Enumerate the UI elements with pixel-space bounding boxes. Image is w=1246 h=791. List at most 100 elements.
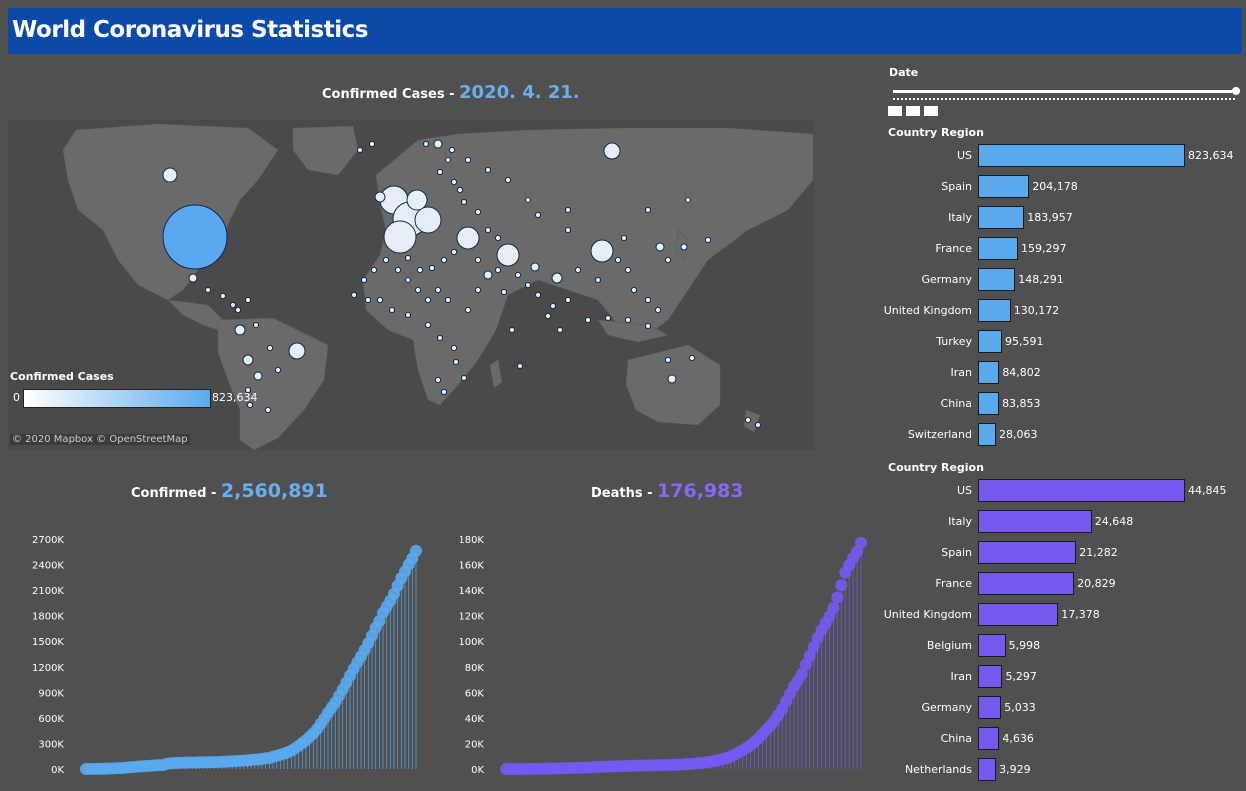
country-bubble[interactable] [688, 354, 696, 362]
country-bubble[interactable] [654, 306, 662, 314]
country-bubble[interactable] [744, 416, 752, 424]
country-bubble[interactable] [242, 354, 254, 366]
country-bubble[interactable] [564, 296, 572, 304]
country-bubble[interactable] [624, 266, 632, 274]
country-bubble[interactable] [433, 139, 443, 149]
play-forward-button[interactable] [924, 106, 938, 116]
confirmed-bar-row[interactable]: France 159,297 [880, 236, 1240, 262]
data-point[interactable] [795, 667, 808, 680]
deaths-bar[interactable] [978, 510, 1092, 533]
country-bubble[interactable] [460, 374, 468, 382]
country-bubble[interactable] [414, 206, 442, 234]
country-bubble[interactable] [450, 344, 458, 352]
country-bubble[interactable] [368, 140, 376, 148]
country-bubble[interactable] [655, 242, 665, 252]
confirmed-bar[interactable] [978, 423, 996, 446]
confirmed-bar[interactable] [978, 299, 1011, 322]
data-point[interactable] [803, 650, 816, 663]
deaths-bar[interactable] [978, 479, 1185, 502]
country-bubble[interactable] [464, 306, 472, 314]
country-bubble[interactable] [664, 256, 672, 264]
country-bubble[interactable] [234, 324, 246, 336]
country-bubble[interactable] [584, 316, 592, 324]
confirmed-bar[interactable] [978, 268, 1016, 291]
country-bubble[interactable] [644, 322, 652, 330]
deaths-bar[interactable] [978, 696, 1002, 719]
country-bubble[interactable] [684, 196, 692, 204]
country-bubble[interactable] [754, 421, 762, 429]
date-slider-track[interactable] [893, 90, 1236, 93]
country-bubble[interactable] [404, 276, 412, 284]
country-bubble[interactable] [574, 266, 582, 274]
confirmed-bar-row[interactable]: Turkey 95,591 [880, 329, 1240, 355]
country-bubble[interactable] [544, 312, 552, 320]
country-bubble[interactable] [704, 236, 712, 244]
country-bubble[interactable] [516, 362, 524, 370]
country-bubble[interactable] [444, 296, 452, 304]
country-bubble[interactable] [551, 272, 563, 284]
country-bubble[interactable] [530, 262, 540, 272]
country-bubble[interactable] [428, 264, 436, 272]
deaths-bar-row[interactable]: France 20,829 [880, 571, 1240, 597]
country-bubble[interactable] [594, 276, 602, 284]
country-bubble[interactable] [188, 273, 198, 283]
country-bubble[interactable] [624, 316, 632, 324]
country-bubble[interactable] [356, 146, 364, 154]
country-bubble[interactable] [644, 206, 652, 214]
confirmed-bar-row[interactable]: China 83,853 [880, 391, 1240, 417]
data-point[interactable] [851, 545, 864, 558]
country-bubble[interactable] [450, 178, 458, 186]
deaths-bar-row[interactable]: Netherlands 3,929 [880, 757, 1240, 783]
country-bubble[interactable] [630, 286, 638, 294]
deaths-bar[interactable] [978, 665, 1003, 688]
country-bubble[interactable] [253, 371, 263, 381]
confirmed-bar[interactable] [978, 330, 1003, 353]
country-bubble[interactable] [644, 296, 652, 304]
country-bubble[interactable] [456, 226, 480, 250]
confirmed-bar[interactable] [978, 206, 1025, 229]
data-point[interactable] [827, 602, 840, 615]
deaths-bar-row[interactable]: US 44,845 [880, 478, 1240, 504]
country-bubble[interactable] [524, 196, 532, 204]
data-point[interactable] [410, 544, 422, 557]
country-bubble[interactable] [360, 276, 368, 284]
country-bubble[interactable] [494, 234, 502, 242]
country-bubble[interactable] [534, 291, 542, 299]
country-bubble[interactable] [436, 168, 444, 176]
confirmed-bar-row[interactable]: Switzerland 28,063 [880, 422, 1240, 448]
country-bubble[interactable] [474, 256, 482, 264]
deaths-bar-row[interactable]: Spain 21,282 [880, 540, 1240, 566]
country-bubble[interactable] [424, 321, 432, 329]
country-bubble[interactable] [564, 226, 572, 234]
map-bubbles[interactable] [162, 139, 762, 429]
country-bubble[interactable] [484, 166, 492, 174]
confirmed-bar[interactable] [978, 361, 1000, 384]
country-bubble[interactable] [603, 142, 621, 160]
country-bubble[interactable] [483, 270, 493, 280]
confirmed-bar[interactable] [978, 392, 1000, 415]
country-bubble[interactable] [590, 239, 614, 263]
country-bubble[interactable] [667, 374, 677, 384]
confirmed-bar-row[interactable]: Iran 84,802 [880, 360, 1240, 386]
country-bubble[interactable] [450, 248, 458, 256]
data-point[interactable] [807, 641, 820, 654]
country-bubble[interactable] [244, 296, 252, 304]
country-bubble[interactable] [474, 208, 482, 216]
country-bubble[interactable] [404, 254, 412, 262]
country-bubble[interactable] [496, 243, 520, 267]
country-bubble[interactable] [383, 220, 417, 254]
country-bubble[interactable] [456, 186, 464, 194]
country-bubble[interactable] [162, 167, 178, 183]
country-bubble[interactable] [264, 406, 272, 414]
country-bubble[interactable] [440, 388, 448, 396]
confirmed-bar-row[interactable]: United Kingdom 130,172 [880, 298, 1240, 324]
world-map-svg[interactable] [8, 120, 814, 450]
country-bubble[interactable] [244, 386, 252, 394]
country-bubble[interactable] [494, 266, 502, 274]
deaths-bar-row[interactable]: Italy 24,648 [880, 509, 1240, 535]
country-bubble[interactable] [504, 176, 512, 184]
deaths-bar[interactable] [978, 634, 1006, 657]
country-bubble[interactable] [436, 334, 444, 342]
country-bubble[interactable] [534, 211, 542, 219]
country-bubble[interactable] [448, 146, 456, 154]
